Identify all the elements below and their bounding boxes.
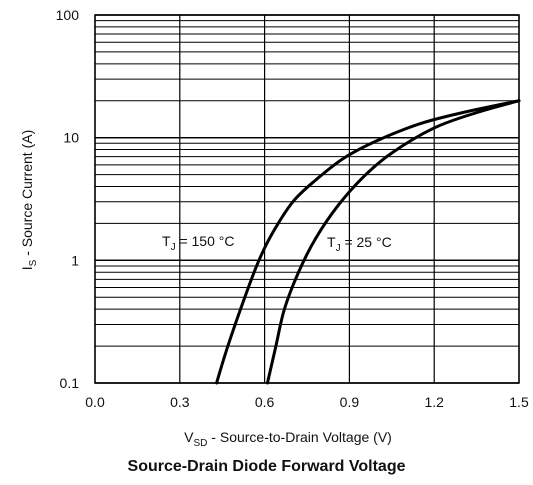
plot-frame [94, 14, 520, 384]
chart-title: Source-Drain Diode Forward Voltage [127, 458, 406, 475]
x-tick-label: 1.5 [509, 394, 529, 410]
series-line-150c [215, 99, 521, 385]
y-tick-label: 100 [56, 7, 80, 23]
x-tick-label: 0.9 [340, 394, 360, 410]
x-axis-label: VSD - Source-to-Drain Voltage (V) [184, 429, 392, 449]
x-tick-label: 1.2 [424, 394, 444, 410]
y-tick-label: 0.1 [60, 375, 80, 391]
grid [94, 14, 520, 384]
x-tick-label: 0.6 [255, 394, 275, 410]
annotation-150c: TJ = 150 °C [162, 233, 234, 253]
y-tick-labels: 0.1 1 10 100 [56, 7, 80, 391]
series-lines [215, 99, 521, 385]
x-tick-label: 0.0 [85, 394, 105, 410]
annotation-25c: TJ = 25 °C [327, 234, 392, 254]
x-tick-label: 0.3 [170, 394, 190, 410]
x-tick-labels: 0.0 0.3 0.6 0.9 1.2 1.5 [85, 394, 529, 410]
y-tick-label: 10 [63, 130, 79, 146]
y-tick-label: 1 [71, 252, 79, 268]
series-line-25c [265, 99, 521, 385]
y-axis-label: IS - Source Current (A) [19, 130, 39, 271]
